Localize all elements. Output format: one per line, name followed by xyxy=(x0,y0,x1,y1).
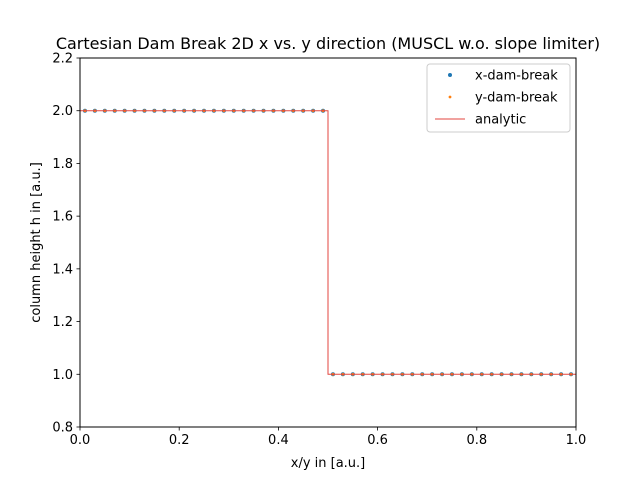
x-axis-label: x/y in [a.u.] xyxy=(291,456,366,471)
x-tick-label: 0.0 xyxy=(70,433,91,448)
x-tick-label: 1.0 xyxy=(566,433,587,448)
chart-title: Cartesian Dam Break 2D x vs. y direction… xyxy=(56,34,600,53)
x-tick-label: 0.2 xyxy=(169,433,190,448)
axes-frame xyxy=(79,57,577,428)
y-tick-label: 0.8 xyxy=(52,421,73,436)
y-tick-label: 1.8 xyxy=(52,157,73,172)
legend-label-x-dam-break: x-dam-break xyxy=(475,69,558,84)
legend-entries: x-dam-break y-dam-break analytic xyxy=(435,69,558,128)
y-axis-label: column height h in [a.u.] xyxy=(29,162,44,323)
legend-label-analytic: analytic xyxy=(475,113,526,128)
x-tick-label: 0.4 xyxy=(268,433,289,448)
y-tick-label: 1.2 xyxy=(52,315,73,330)
y-tick-label: 2.0 xyxy=(52,104,73,119)
x-axis: 0.0 0.2 0.4 0.6 0.8 1.0 xyxy=(70,427,587,448)
y-axis: 0.8 1.0 1.2 1.4 1.6 1.8 2.0 2.2 xyxy=(52,52,80,436)
legend-frame xyxy=(426,63,571,133)
legend-marker-y-dam-break xyxy=(448,95,452,99)
y-tick-label: 1.6 xyxy=(52,210,73,225)
x-tick-label: 0.8 xyxy=(466,433,487,448)
legend: x-dam-break y-dam-break analytic xyxy=(426,63,571,133)
legend-marker-x-dam-break xyxy=(448,73,452,77)
legend-label-y-dam-break: y-dam-break xyxy=(475,91,558,106)
series-x-dam-break xyxy=(82,108,574,377)
y-tick-label: 1.0 xyxy=(52,368,73,383)
series-line-analytic xyxy=(80,110,576,375)
plot-area xyxy=(80,108,576,377)
y-tick-label: 2.2 xyxy=(52,52,73,67)
y-tick-label: 1.4 xyxy=(52,262,73,277)
x-tick-label: 0.6 xyxy=(367,433,388,448)
